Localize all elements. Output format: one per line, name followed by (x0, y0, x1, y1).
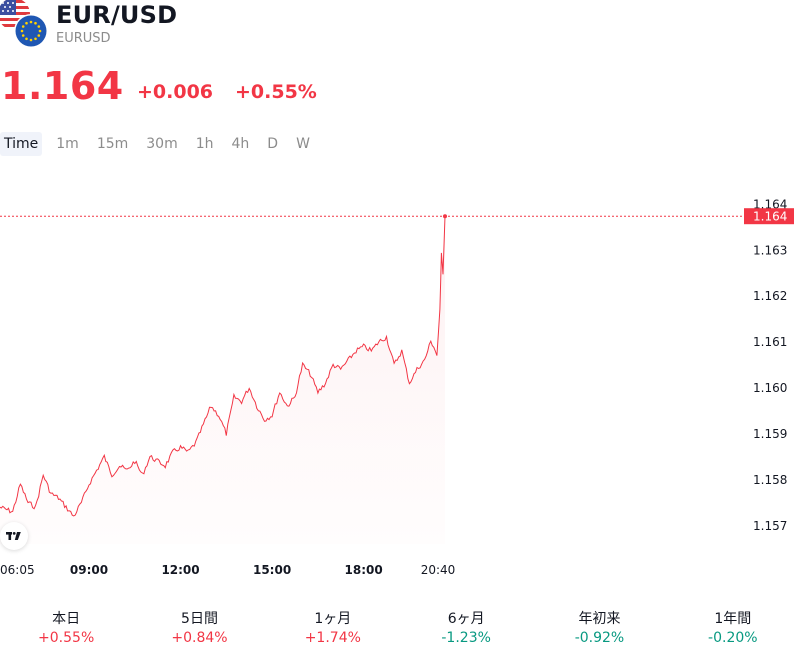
price-chart[interactable]: 1.157 1.158 1.159 1.160 1.161 1.162 1.163 1.164… (0, 170, 800, 590)
x-tick-label: 18:00 (345, 563, 383, 577)
period-label: 5日間 (181, 611, 218, 627)
tradingview-logo-icon[interactable] (0, 522, 28, 550)
period-6m[interactable]: 6ヶ月 -1.23% (400, 610, 532, 647)
tab-1m[interactable]: 1m (56, 136, 79, 152)
tab-time[interactable]: Time (0, 132, 43, 156)
price-area (0, 216, 445, 544)
tab-30m[interactable]: 30m (146, 136, 178, 152)
y-tick-label: 1.161 (753, 335, 787, 349)
tab-d[interactable]: D (267, 136, 279, 152)
us-eu-flags-icon (0, 0, 50, 50)
current-price-dot (443, 214, 447, 219)
period-label: 1年間 (714, 611, 752, 627)
x-tick-label: 20:40 (421, 563, 456, 577)
price-line (0, 216, 446, 517)
period-5d[interactable]: 5日間 +0.84% (133, 610, 265, 647)
y-tick-label: 1.164 (753, 197, 787, 211)
period-label: 6ヶ月 (447, 611, 485, 627)
tab-4h[interactable]: 4h (231, 136, 250, 152)
period-today[interactable]: 本日 +0.55% (0, 610, 132, 647)
y-tick-label: 1.163 (753, 243, 787, 257)
y-axis-labels: 1.157 1.158 1.159 1.160 1.161 1.162 1.163 1.164 (753, 197, 787, 533)
y-tick-label: 1.157 (753, 519, 787, 533)
period-label: 1ヶ月 (314, 611, 352, 627)
period-value: +1.74% (304, 630, 361, 646)
symbol-ticker: EURUSD (56, 31, 111, 46)
interval-tabs: Time 1m 15m 30m 1h 4h D W (0, 132, 319, 156)
period-value: +0.84% (171, 630, 228, 646)
period-ytd[interactable]: 年初来 -0.92% (533, 610, 665, 647)
period-value: -0.20% (708, 630, 758, 646)
x-tick-label: 09:00 (70, 563, 108, 577)
tab-1h[interactable]: 1h (195, 136, 214, 152)
y-tick-label: 1.159 (753, 427, 787, 441)
y-tick-label: 1.160 (753, 381, 787, 395)
symbol-title: EUR/USD (56, 1, 178, 29)
y-tick-label: 1.158 (753, 473, 787, 487)
x-tick-label: 06:05 (0, 563, 35, 577)
period-value: -0.92% (574, 630, 625, 646)
current-price-label: 1.164 (753, 210, 787, 224)
period-label: 本日 (52, 611, 81, 627)
period-1m[interactable]: 1ヶ月 +1.74% (267, 610, 399, 647)
last-price: 1.164 (1, 64, 124, 108)
period-value: -1.23% (441, 630, 491, 646)
current-price-tag (744, 208, 794, 225)
y-tick-label: 1.162 (753, 289, 787, 303)
tab-15m[interactable]: 15m (96, 136, 129, 152)
period-1y[interactable]: 1年間 -0.20% (667, 610, 799, 647)
tab-w[interactable]: W (296, 136, 310, 152)
performance-periods: 本日 +0.55% 5日間 +0.84% 1ヶ月 +1.74% 6ヶ月 -1.2… (0, 610, 800, 647)
period-value: +0.55% (38, 630, 95, 646)
x-tick-label: 12:00 (161, 563, 199, 577)
x-tick-label: 15:00 (253, 563, 291, 577)
period-label: 年初来 (578, 611, 621, 627)
x-axis-labels: 06:05 09:00 12:00 15:00 18:00 20:40 (0, 563, 455, 577)
price-change: +0.006 (137, 81, 214, 103)
price-change-percent: +0.55% (235, 81, 317, 103)
